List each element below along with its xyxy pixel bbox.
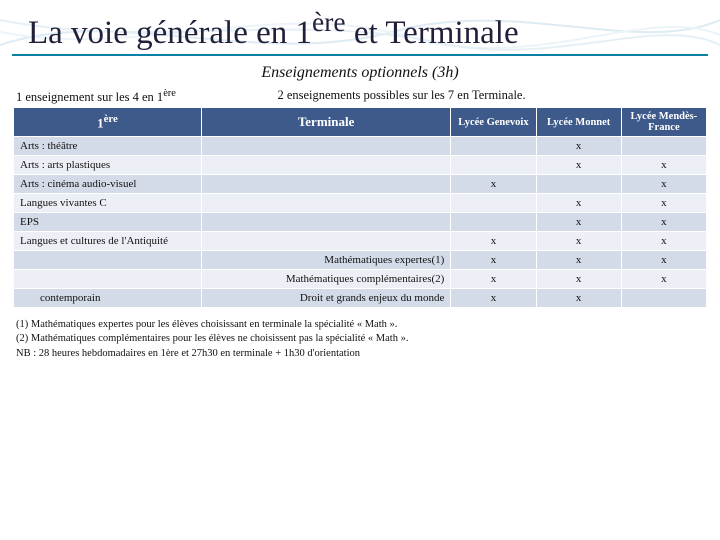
cell-mark	[451, 137, 536, 156]
cell-terminale	[201, 156, 450, 175]
cell-mark: x	[536, 289, 621, 308]
options-table: 1ère Terminale Lycée Genevoix Lycée Monn…	[13, 107, 707, 308]
cell-col1: Arts : théâtre	[14, 137, 202, 156]
cell-terminale	[201, 232, 450, 251]
cell-mark: x	[621, 194, 706, 213]
col-header-monnet: Lycée Monnet	[536, 108, 621, 137]
table-row: Arts : arts plastiques xx	[14, 156, 707, 175]
subhead-left-sup: ère	[163, 88, 176, 99]
table-body: Arts : théâtrexArts : arts plastiquesxxA…	[14, 137, 707, 308]
table-row: EPS xx	[14, 213, 707, 232]
col-header-mendes: Lycée Mendès-France	[621, 108, 706, 137]
footnote-line: NB : 28 heures hebdomadaires en 1ère et …	[16, 347, 704, 361]
cell-col1: Arts : arts plastiques	[14, 156, 202, 175]
table-row: Mathématiques expertes(1)xxx	[14, 251, 707, 270]
table-row: Langues et cultures de l'Antiquitéxxx	[14, 232, 707, 251]
footnotes: (1) Mathématiques expertes pour les élèv…	[0, 308, 720, 361]
cell-mark	[451, 213, 536, 232]
cell-terminale	[201, 213, 450, 232]
cell-mark: x	[451, 270, 536, 289]
subhead-left-pre: 1 enseignement sur les 4 en 1	[16, 90, 163, 104]
cell-mark: x	[621, 251, 706, 270]
cell-mark: x	[621, 213, 706, 232]
title-sup1: ère	[312, 6, 346, 37]
cell-terminale	[201, 194, 450, 213]
cell-mark	[621, 289, 706, 308]
cell-col1: Arts : cinéma audio-visuel	[14, 175, 202, 194]
cell-mark: x	[621, 232, 706, 251]
cell-col1	[14, 270, 202, 289]
cell-mark: x	[451, 175, 536, 194]
cell-mark: x	[536, 270, 621, 289]
subhead-left: 1 enseignement sur les 4 en 1ère	[16, 88, 277, 105]
page-title: La voie générale en 1ère et Terminale	[12, 0, 708, 56]
cell-mark: x	[536, 137, 621, 156]
cell-mark: x	[451, 232, 536, 251]
subtitle: Enseignements optionnels (3h)	[0, 64, 720, 82]
cell-mark: x	[621, 270, 706, 289]
cell-terminale	[201, 137, 450, 156]
cell-mark: x	[536, 251, 621, 270]
cell-mark: x	[536, 194, 621, 213]
table-row: Mathématiques complémentaires(2)xxx	[14, 270, 707, 289]
cell-terminale: Mathématiques expertes(1)	[201, 251, 450, 270]
col-header-1ere: 1ère	[14, 108, 202, 137]
cell-mark	[621, 137, 706, 156]
cell-terminale: Mathématiques complémentaires(2)	[201, 270, 450, 289]
table-row: contemporainDroit et grands enjeux du mo…	[14, 289, 707, 308]
col-header-terminale: Terminale	[201, 108, 450, 137]
cell-mark: x	[621, 156, 706, 175]
cell-terminale	[201, 175, 450, 194]
footnote-line: (1) Mathématiques expertes pour les élèv…	[16, 318, 704, 332]
table-row: Langues vivantes C xx	[14, 194, 707, 213]
footnote-line: (2) Mathématiques complémentaires pour l…	[16, 332, 704, 346]
subhead-right: 2 enseignements possibles sur les 7 en T…	[277, 88, 704, 105]
cell-col1: Langues et cultures de l'Antiquité	[14, 232, 202, 251]
cell-mark	[451, 156, 536, 175]
cell-mark: x	[536, 213, 621, 232]
cell-col1	[14, 251, 202, 270]
cell-mark: x	[536, 156, 621, 175]
cell-mark: x	[536, 232, 621, 251]
title-mid: et Terminale	[346, 15, 519, 51]
subheads-row: 1 enseignement sur les 4 en 1ère 2 ensei…	[0, 88, 720, 107]
cell-col1: contemporain	[14, 289, 202, 308]
table-header-row: 1ère Terminale Lycée Genevoix Lycée Monn…	[14, 108, 707, 137]
table-row: Arts : théâtre x	[14, 137, 707, 156]
cell-mark	[536, 175, 621, 194]
cell-col1: Langues vivantes C	[14, 194, 202, 213]
col1-sup: ère	[104, 113, 118, 125]
cell-mark	[451, 194, 536, 213]
cell-col1: EPS	[14, 213, 202, 232]
title-pre: La voie générale en 1	[28, 15, 312, 51]
cell-mark: x	[621, 175, 706, 194]
col-header-genevoix: Lycée Genevoix	[451, 108, 536, 137]
table-row: Arts : cinéma audio-visuel x x	[14, 175, 707, 194]
cell-mark: x	[451, 289, 536, 308]
cell-terminale: Droit et grands enjeux du monde	[201, 289, 450, 308]
cell-mark: x	[451, 251, 536, 270]
